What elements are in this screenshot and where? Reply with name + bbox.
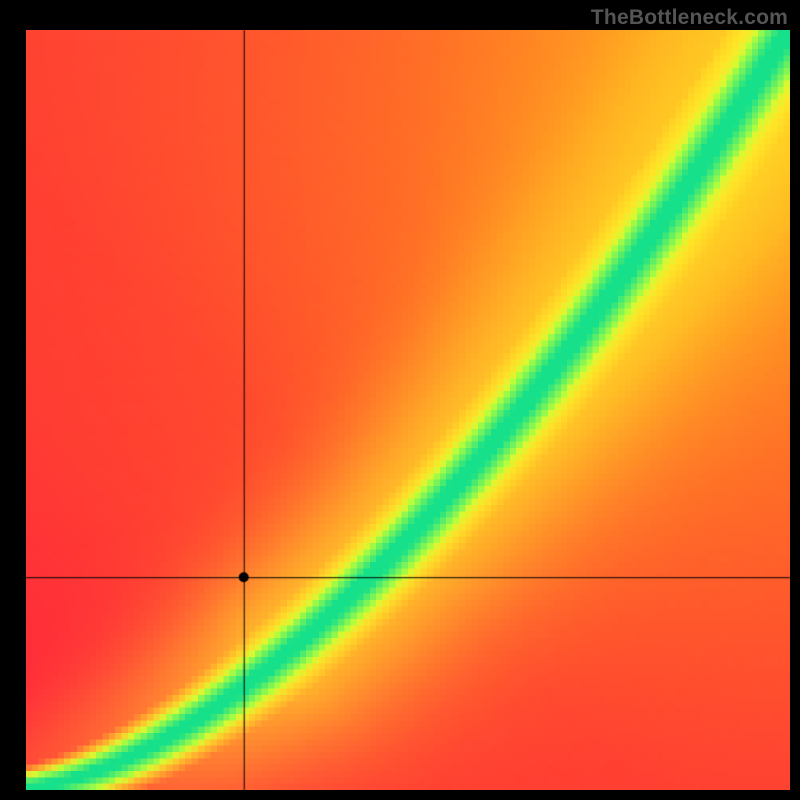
watermark-text: TheBottleneck.com [591, 6, 788, 30]
bottleneck-heatmap [26, 30, 790, 790]
chart-container: TheBottleneck.com [0, 0, 800, 800]
